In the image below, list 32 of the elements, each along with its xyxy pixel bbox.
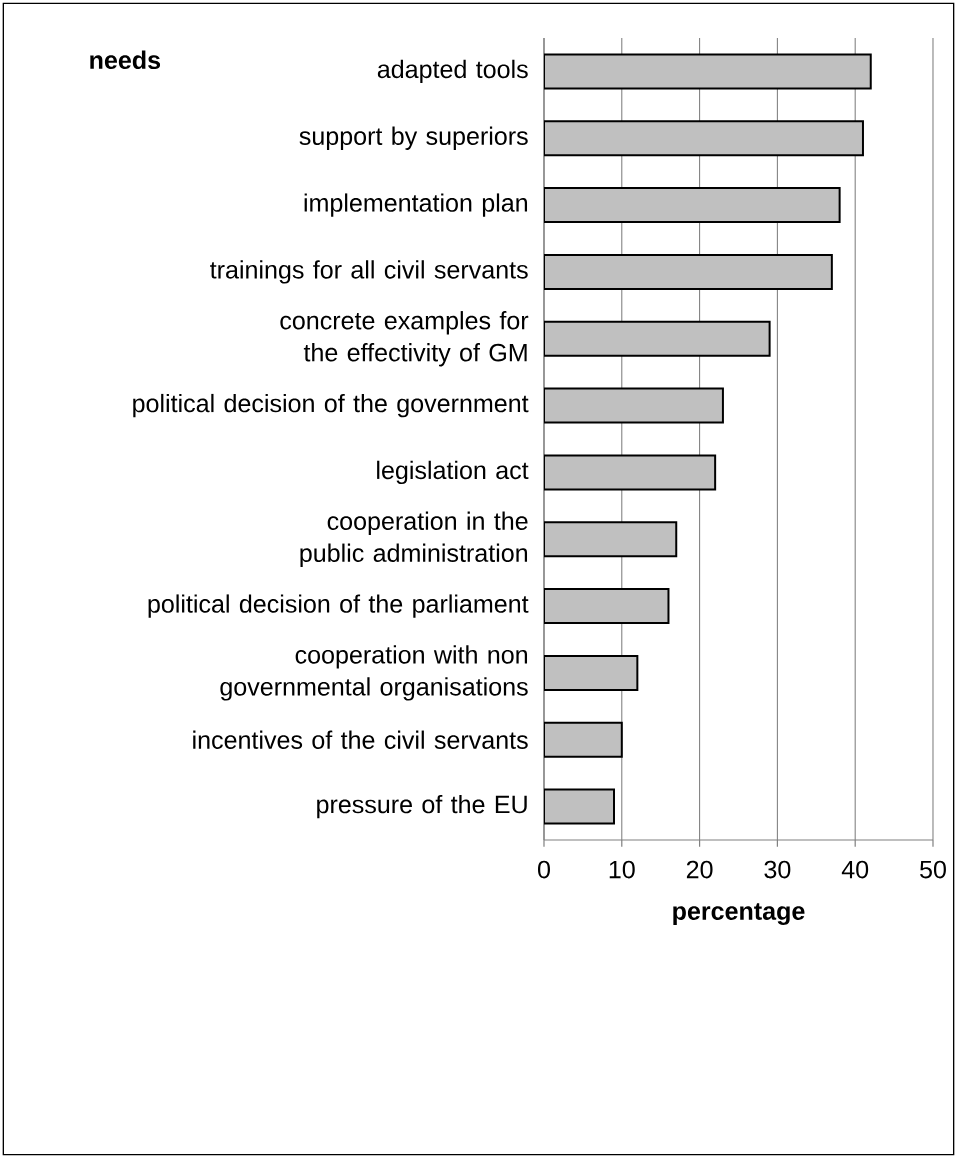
y-tick-label: incentives of the civil servants [193, 730, 528, 749]
bar [543, 788, 616, 825]
y-tick-label: cooperation in the public administration [300, 511, 528, 567]
bar [543, 387, 724, 424]
bar [543, 53, 872, 90]
bar [543, 521, 678, 558]
y-axis-title: needs [90, 50, 161, 70]
bar [543, 721, 623, 758]
bar [543, 120, 864, 157]
y-tick-label: legislation act [377, 460, 529, 485]
y-tick-label: pressure of the EU [317, 794, 527, 819]
y-tick-label: adapted tools [377, 59, 528, 84]
bar [543, 654, 639, 691]
bar [543, 454, 717, 491]
x-axis-title: percentage [673, 903, 805, 926]
y-tick-label: trainings for all civil servants [210, 260, 528, 284]
y-tick-label: cooperation with non governmental organisations [220, 645, 528, 701]
y-tick-label: political decision of the government [133, 393, 529, 418]
x-tick-label: 20 [686, 860, 713, 879]
bar [543, 253, 833, 290]
y-tick-label: support by superiors [299, 126, 528, 150]
x-tick-label: 0 [538, 860, 550, 879]
x-tick-label: 40 [841, 860, 869, 879]
x-tick-label: 10 [609, 860, 635, 879]
x-tick-label: 50 [920, 860, 946, 879]
bar [543, 588, 670, 625]
y-tick-label: political decision of the parliament [148, 594, 529, 618]
bar [543, 187, 841, 224]
bar [543, 320, 771, 357]
y-tick-label: implementation plan [304, 193, 528, 217]
x-tick-label: 30 [764, 860, 791, 879]
y-tick-label: concrete examples for the effectivity of GM [280, 311, 529, 367]
